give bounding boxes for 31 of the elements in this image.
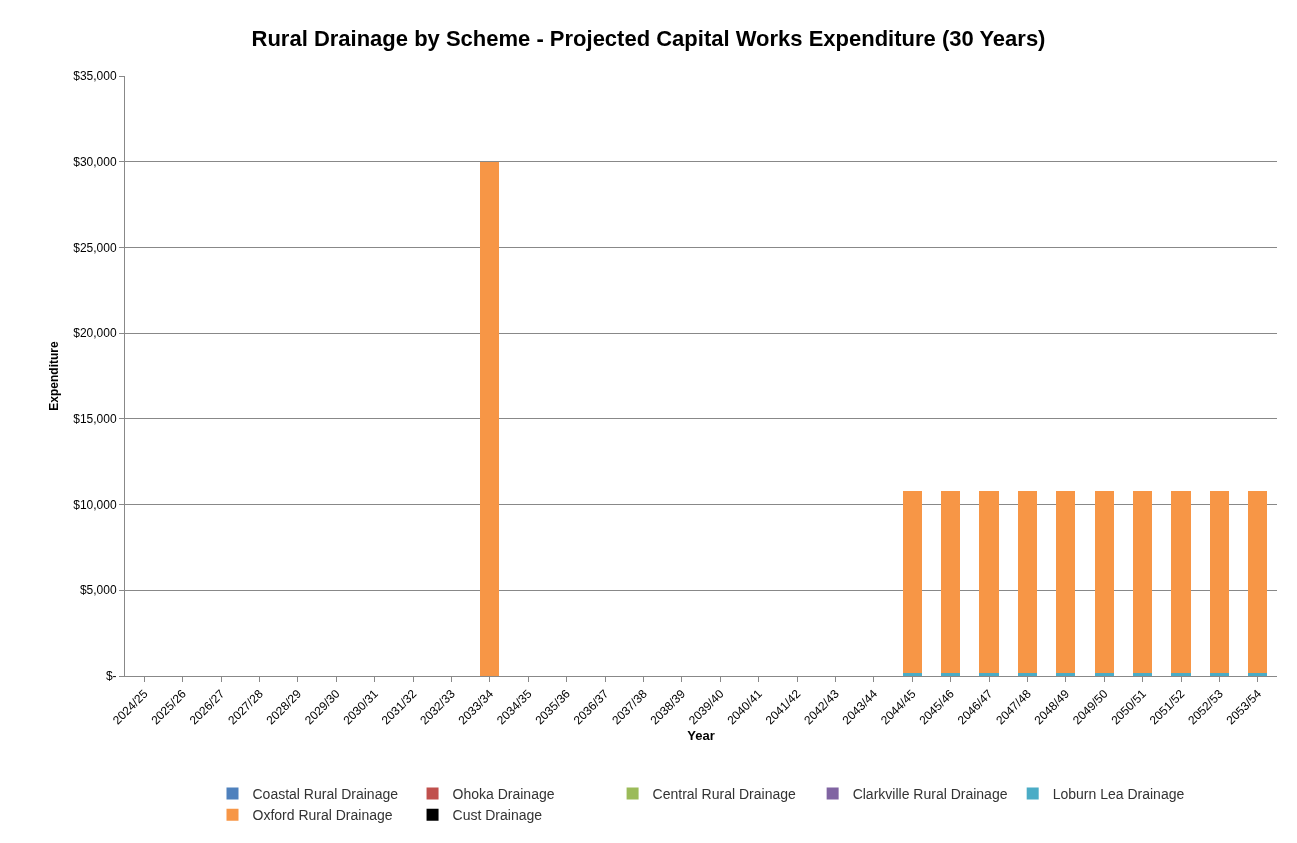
bar [979,672,999,676]
bar [1017,490,1037,673]
bar [1171,672,1191,676]
y-tick-label: $- [105,669,117,684]
bar [1094,490,1114,673]
x-axis-title: Year [687,728,715,744]
bar [902,490,922,673]
legend-label: Central Rural Drainage [652,786,796,803]
bar [1171,490,1191,673]
legend-label: Oxford Rural Drainage [252,807,393,824]
y-tick-label: $15,000 [73,412,117,427]
bar [1056,490,1076,673]
y-axis-title: Expenditure [46,341,61,411]
legend-label: Coastal Rural Drainage [252,786,399,803]
bar [1209,490,1229,673]
legend-label: Cust Drainage [452,807,543,824]
y-tick-label: $10,000 [73,497,117,512]
chart-title: Rural Drainage by Scheme - Projected Capital Works Expenditure (30 Years) [251,25,1046,51]
y-tick-label: $35,000 [73,69,117,84]
bar [979,490,999,673]
y-tick-label: $5,000 [79,583,117,598]
y-tick-label: $30,000 [73,154,117,169]
bar [1133,490,1153,673]
bar [1248,490,1268,673]
bar [480,161,500,676]
legend-label: Ohoka Drainage [452,786,555,803]
y-tick-label: $25,000 [73,240,117,255]
bar [941,490,961,673]
legend-label: Loburn Lea Drainage [1052,786,1185,803]
y-tick-label: $20,000 [73,326,117,341]
legend-label: Clarkville Rural Drainage [852,786,1008,803]
